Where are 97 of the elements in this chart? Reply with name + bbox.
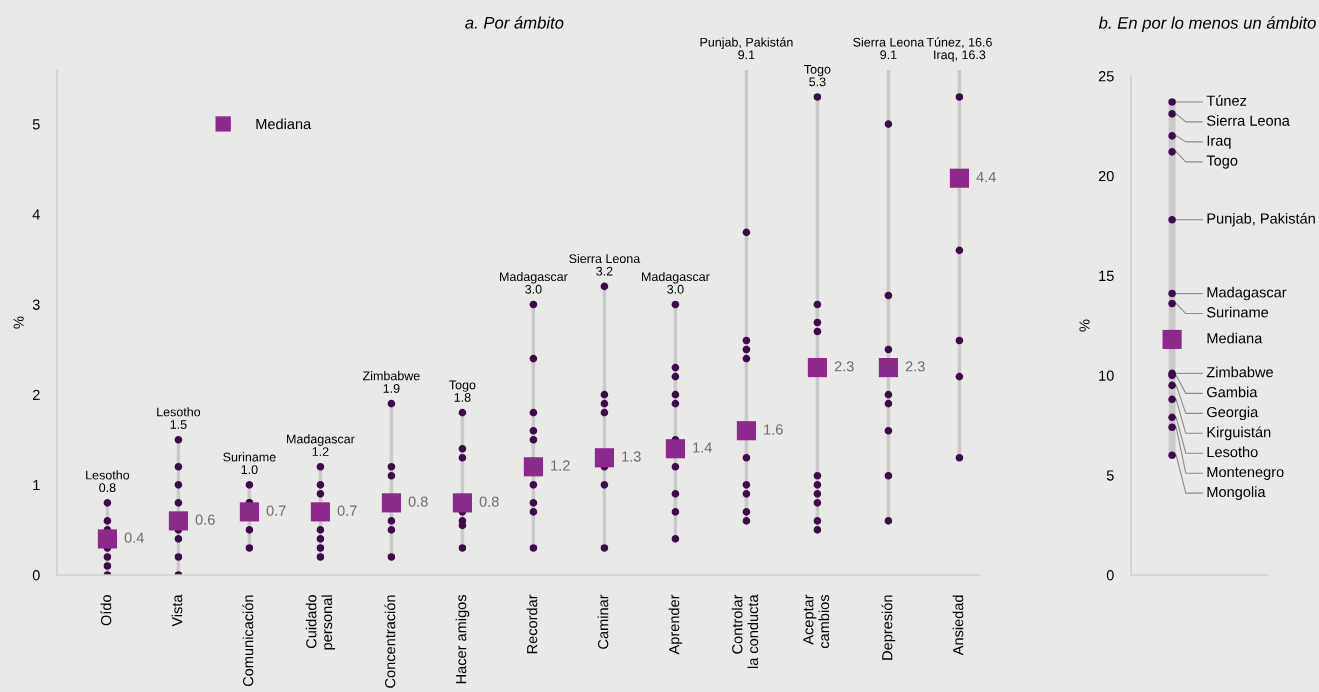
- data-label: Suriname: [1207, 306, 1269, 318]
- point: [1168, 395, 1176, 404]
- x-tick-label: Comunicación: [242, 595, 254, 687]
- data-label: Togo 1.8: [449, 380, 476, 402]
- y-tick-label: 25: [1098, 71, 1114, 82]
- x-tick-label: Controlar la conducta: [731, 594, 759, 669]
- x-tick-label: Recordar: [526, 594, 538, 654]
- y-tick-label: 0: [1106, 570, 1114, 581]
- data-label: Togo: [1206, 155, 1238, 169]
- point: [310, 502, 330, 522]
- point: [1168, 215, 1176, 224]
- point: [1168, 289, 1176, 298]
- legend-label: Mediana: [256, 118, 312, 130]
- data-label: Madagascar 3.0: [500, 271, 568, 294]
- y-tick-label: 15: [1099, 270, 1114, 282]
- x-tick-label: Aceptar cambios: [803, 594, 830, 649]
- data-label: 0.6: [195, 514, 215, 525]
- point: [1168, 299, 1176, 308]
- y-tick-label: 3: [32, 299, 40, 310]
- series-label: Mediana: [1207, 332, 1263, 344]
- point: [381, 493, 401, 513]
- point: [1168, 413, 1176, 422]
- data-label: Gambia: [1207, 386, 1258, 398]
- data-label: Sierra Leona: [1207, 115, 1290, 126]
- x-tick-label: Hacer amigos: [455, 594, 470, 684]
- point: [594, 448, 614, 468]
- data-label: Lesotho: [1207, 446, 1258, 458]
- data-label: 1.2: [551, 460, 570, 471]
- data-label: Madagascar 3.0: [642, 271, 710, 294]
- data-label: Sierra Leona 3.2: [569, 253, 641, 276]
- point: [949, 168, 969, 188]
- y-tick-label: 4: [32, 209, 40, 220]
- point: [1168, 110, 1176, 118]
- data-label: 1.3: [622, 451, 641, 462]
- point: [452, 493, 472, 513]
- point: [97, 529, 117, 549]
- point: [1168, 423, 1176, 432]
- data-label: Zimbabwe: [1206, 366, 1273, 378]
- data-label: 2.3: [905, 361, 925, 372]
- point: [878, 358, 898, 378]
- data-label: 0.4: [124, 532, 144, 543]
- y-tick-label: 5: [32, 119, 40, 130]
- data-label: Madagascar: [1207, 286, 1287, 301]
- data-label: Túnez: [1206, 94, 1247, 106]
- data-label: Madagascar 1.2: [287, 434, 355, 456]
- data-label: Punjab, Pakistán 9.1: [700, 37, 793, 60]
- y-tick-label: 1: [33, 480, 40, 491]
- data-label: 2.3: [834, 361, 854, 372]
- data-label: Lesotho 0.8: [86, 470, 130, 493]
- x-tick-label: Aprender: [668, 594, 683, 655]
- x-tick-label: Cuidado personal: [305, 595, 336, 650]
- y-tick-label: 0: [32, 570, 40, 581]
- data-label: Zimbabwe 1.9: [362, 371, 420, 393]
- data-label: Sierra Leona 9.1: [853, 37, 925, 60]
- chart-title: a. Por ámbito: [465, 16, 564, 29]
- x-tick-label: Oído: [100, 595, 112, 626]
- data-label: 0.7: [337, 505, 357, 516]
- data-label: Georgia: [1207, 406, 1259, 421]
- y-axis-title: %: [13, 316, 24, 329]
- x-tick-label: Vista: [171, 594, 183, 627]
- data-label: 0.8: [408, 496, 428, 507]
- data-label: 1.6: [764, 424, 783, 435]
- data-label: 4.4: [976, 171, 996, 182]
- y-tick-label: 10: [1099, 370, 1114, 381]
- point: [1162, 329, 1182, 350]
- y-tick-label: 20: [1098, 170, 1114, 182]
- point: [1168, 98, 1176, 106]
- point: [239, 502, 259, 522]
- data-label: Montenegro: [1207, 466, 1284, 480]
- y-axis-title: %: [1079, 319, 1090, 332]
- point: [665, 439, 685, 459]
- data-label: 0.7: [266, 505, 286, 516]
- data-label: Punjab, Pakistán: [1207, 212, 1315, 227]
- x-tick-label: Ansiedad: [952, 595, 964, 656]
- x-tick-label: Concentración: [384, 595, 396, 688]
- data-label: Togo 5.3: [804, 64, 831, 87]
- point: [807, 358, 827, 378]
- point: [1168, 381, 1176, 390]
- y-tick-label: 2: [32, 389, 40, 400]
- point: [1168, 451, 1176, 460]
- data-label: Túnez, 16.6 Iraq, 16.3: [926, 37, 992, 62]
- data-label: Iraq: [1207, 135, 1231, 149]
- x-tick-label: Depresión: [881, 595, 896, 660]
- data-label: 1.4: [693, 442, 712, 453]
- data-label: Kirguistán: [1207, 426, 1271, 441]
- data-label: Lesotho 1.5: [157, 407, 201, 429]
- chart-title: b. En por lo menos un ámbito: [1098, 16, 1316, 33]
- data-label: Suriname 1.0: [223, 452, 276, 475]
- point: [168, 511, 188, 531]
- point: [1168, 132, 1176, 140]
- data-label: Mongolia: [1207, 486, 1266, 500]
- point: [523, 457, 543, 477]
- point: [1168, 148, 1176, 156]
- y-tick-label: 5: [1106, 470, 1114, 481]
- data-label: 0.8: [479, 496, 499, 507]
- x-tick-label: Caminar: [597, 594, 609, 649]
- point: [736, 421, 756, 441]
